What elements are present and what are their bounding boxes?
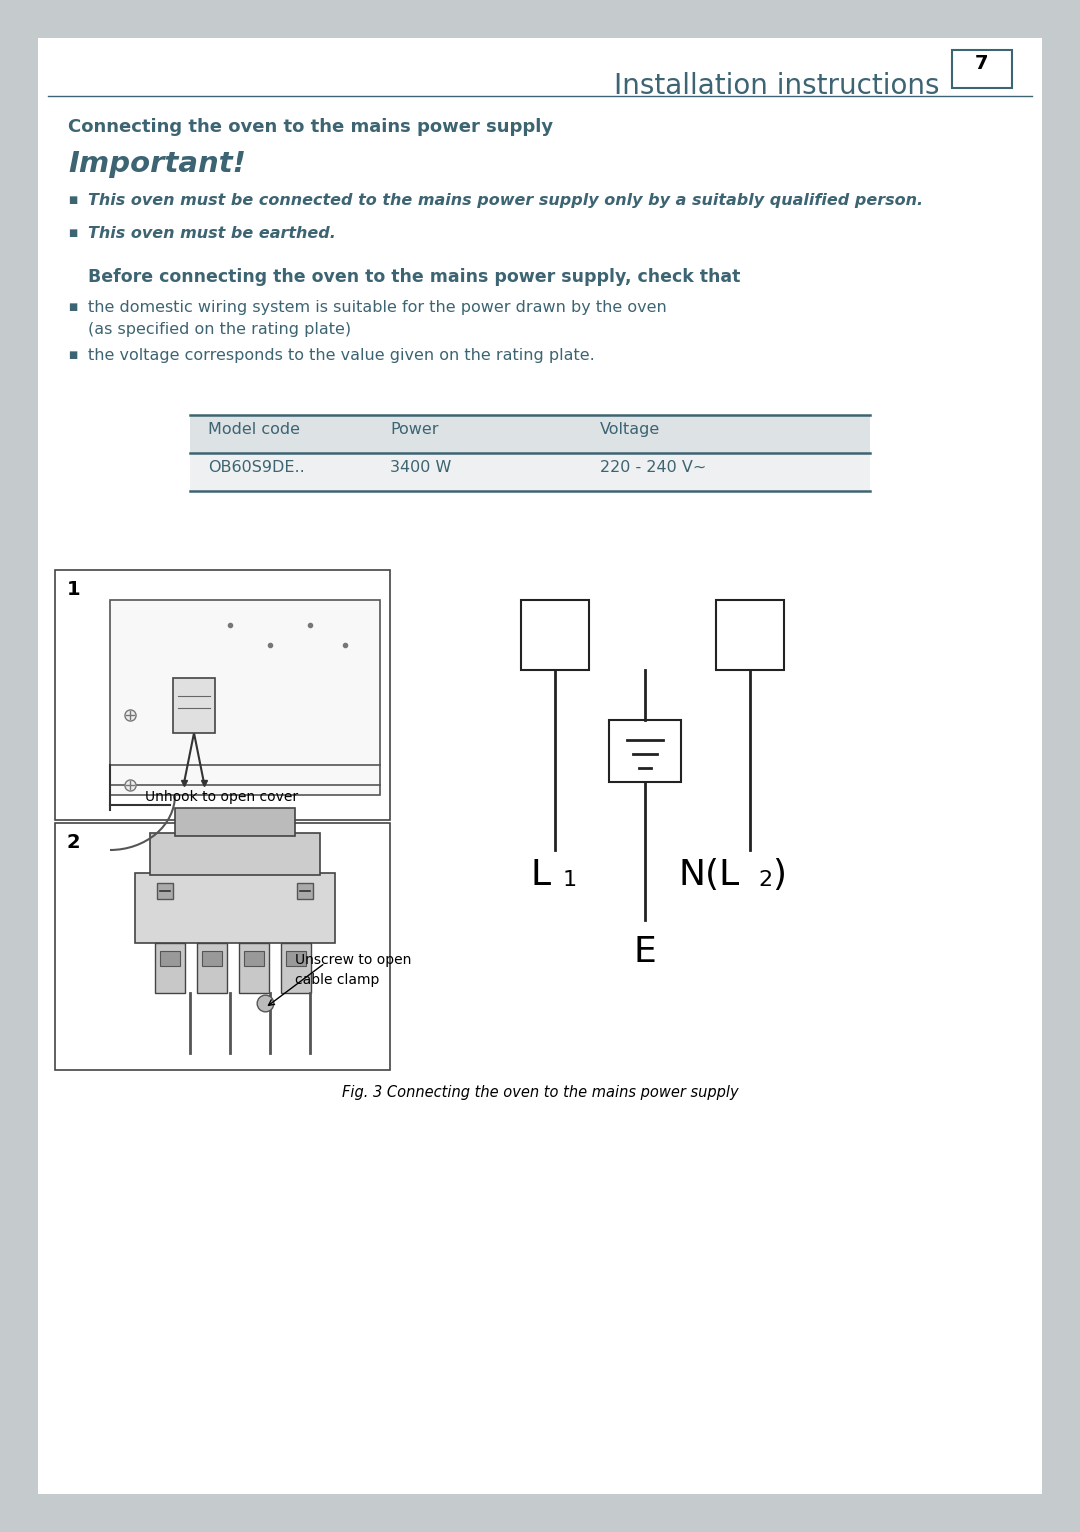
Text: 1: 1 [67, 581, 81, 599]
Text: This oven must be earthed.: This oven must be earthed. [87, 227, 336, 241]
Text: cable clamp: cable clamp [295, 973, 379, 987]
Bar [716, 601, 784, 669]
Text: Unscrew to open: Unscrew to open [295, 953, 411, 967]
Bar [951, 51, 1012, 87]
Text: ■: ■ [68, 228, 78, 237]
Bar [244, 951, 264, 967]
Bar [160, 951, 180, 967]
Text: 1: 1 [563, 870, 577, 890]
Text: Model code: Model code [208, 421, 300, 437]
Text: ■: ■ [68, 195, 78, 205]
Text: ■: ■ [68, 349, 78, 360]
Text: 7: 7 [975, 54, 989, 74]
Bar [150, 833, 320, 875]
Text: the domestic wiring system is suitable for the power drawn by the oven: the domestic wiring system is suitable f… [87, 300, 666, 316]
Text: 2: 2 [758, 870, 772, 890]
Bar [197, 944, 227, 993]
Bar [135, 873, 335, 944]
Bar [156, 944, 185, 993]
Bar [190, 453, 870, 490]
Text: 220 - 240 V~: 220 - 240 V~ [600, 460, 706, 475]
Bar [202, 951, 222, 967]
Text: Unhook to open cover: Unhook to open cover [146, 791, 298, 804]
Bar [55, 823, 390, 1069]
Text: ): ) [772, 858, 786, 892]
Text: Fig. 3 Connecting the oven to the mains power supply: Fig. 3 Connecting the oven to the mains … [341, 1085, 739, 1100]
Text: (as specified on the rating plate): (as specified on the rating plate) [87, 322, 351, 337]
Bar [521, 601, 589, 669]
Text: OB60S9DE..: OB60S9DE.. [208, 460, 305, 475]
Text: This oven must be connected to the mains power supply only by a suitably qualifi: This oven must be connected to the mains… [87, 193, 923, 208]
Text: Installation instructions: Installation instructions [615, 72, 940, 100]
Bar [297, 882, 313, 899]
Bar [110, 601, 380, 795]
Bar [609, 720, 681, 781]
Bar [173, 679, 215, 732]
Text: Before connecting the oven to the mains power supply, check that: Before connecting the oven to the mains … [87, 268, 741, 286]
Text: Power: Power [390, 421, 438, 437]
Text: Important!: Important! [68, 150, 246, 178]
Text: 3400 W: 3400 W [390, 460, 451, 475]
Bar [157, 882, 173, 899]
Bar [190, 415, 870, 453]
Bar [239, 944, 269, 993]
Text: N(L: N(L [678, 858, 740, 892]
Text: 2: 2 [67, 833, 81, 852]
Text: L: L [531, 858, 551, 892]
Bar [175, 807, 295, 836]
Text: E: E [634, 935, 657, 970]
Text: the voltage corresponds to the value given on the rating plate.: the voltage corresponds to the value giv… [87, 348, 595, 363]
Text: ■: ■ [68, 302, 78, 313]
Bar [281, 944, 311, 993]
Bar [55, 570, 390, 820]
Text: Connecting the oven to the mains power supply: Connecting the oven to the mains power s… [68, 118, 553, 136]
Bar [286, 951, 306, 967]
Text: Voltage: Voltage [600, 421, 660, 437]
